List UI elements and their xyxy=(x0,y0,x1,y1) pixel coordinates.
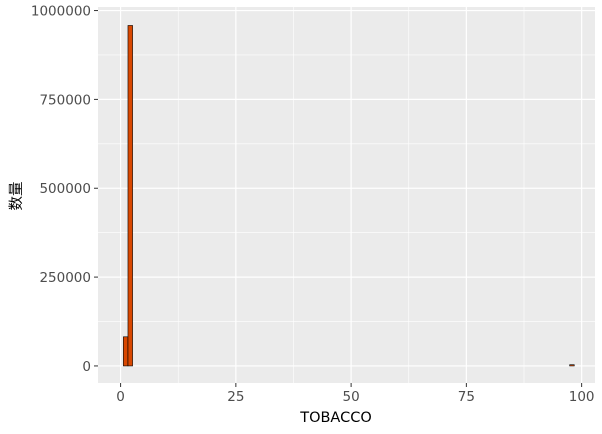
y-axis-ticks: 0 250000 500000 750000 1000000 xyxy=(31,4,98,375)
y-tick-label: 1000000 xyxy=(31,4,91,20)
y-tick-label: 500000 xyxy=(39,181,91,197)
histogram-bars xyxy=(123,25,575,367)
panel-background xyxy=(98,7,595,383)
histogram-bar xyxy=(123,336,129,367)
x-axis-title: TOBACCO xyxy=(299,410,372,426)
major-gridlines xyxy=(98,7,595,383)
y-tick-label: 0 xyxy=(82,359,91,375)
histogram-bar xyxy=(127,25,133,367)
y-tick-label: 250000 xyxy=(39,270,91,286)
minor-gridlines xyxy=(98,7,595,383)
x-tick-label: 50 xyxy=(343,389,360,405)
x-tick-label: 100 xyxy=(569,389,595,405)
x-tick-label: 0 xyxy=(116,389,125,405)
histogram-bar xyxy=(569,364,575,367)
y-axis-title: 数量 xyxy=(8,182,25,211)
x-tick-label: 75 xyxy=(458,389,475,405)
y-tick-label: 750000 xyxy=(39,92,91,108)
x-tick-label: 25 xyxy=(227,389,244,405)
x-axis-ticks: 0 25 50 75 100 xyxy=(116,383,595,405)
